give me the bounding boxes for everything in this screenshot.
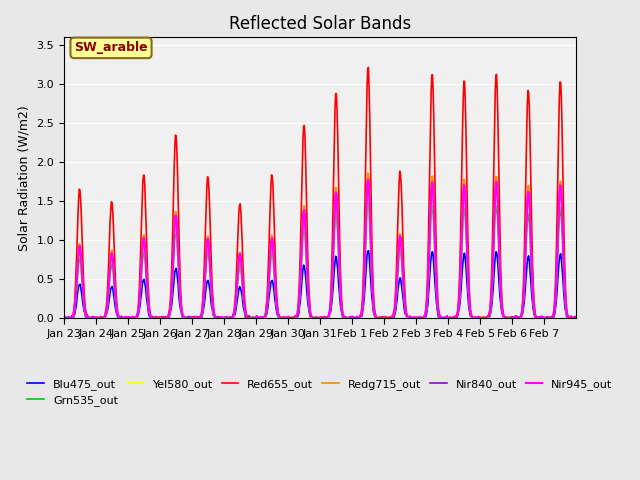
- Yel580_out: [374, 314, 381, 320]
- Yel580_out: [121, 315, 129, 321]
- Nir840_out: [259, 315, 267, 321]
- Line: Nir945_out: Nir945_out: [64, 180, 576, 318]
- Redg715_out: [121, 314, 129, 320]
- Blu475_out: [61, 315, 68, 321]
- Nir840_out: [120, 315, 128, 321]
- Line: Blu475_out: Blu475_out: [64, 251, 576, 318]
- Red655_out: [241, 289, 248, 295]
- Yel580_out: [572, 315, 580, 321]
- Nir840_out: [572, 315, 580, 321]
- Nir840_out: [214, 315, 222, 321]
- Nir945_out: [121, 314, 129, 320]
- Nir945_out: [241, 301, 248, 307]
- Line: Grn535_out: Grn535_out: [64, 203, 576, 318]
- Yel580_out: [60, 315, 68, 321]
- Redg715_out: [60, 315, 68, 321]
- Line: Nir840_out: Nir840_out: [64, 181, 576, 318]
- Grn535_out: [572, 315, 580, 321]
- Nir945_out: [374, 315, 381, 321]
- Red655_out: [61, 315, 69, 321]
- Yel580_out: [365, 186, 372, 192]
- Yel580_out: [215, 315, 223, 321]
- Grn535_out: [403, 313, 410, 319]
- Line: Red655_out: Red655_out: [64, 67, 576, 318]
- Grn535_out: [215, 315, 223, 321]
- Red655_out: [403, 310, 410, 316]
- Nir840_out: [373, 315, 381, 321]
- Redg715_out: [215, 315, 223, 321]
- Redg715_out: [241, 300, 248, 305]
- Grn535_out: [60, 315, 68, 321]
- Line: Redg715_out: Redg715_out: [64, 173, 576, 318]
- Yel580_out: [62, 315, 70, 321]
- Yel580_out: [260, 315, 268, 321]
- Yel580_out: [241, 302, 248, 308]
- Legend: Blu475_out, Grn535_out, Yel580_out, Red655_out, Redg715_out, Nir840_out, Nir945_: Blu475_out, Grn535_out, Yel580_out, Red6…: [23, 374, 617, 410]
- Grn535_out: [121, 315, 129, 321]
- Redg715_out: [61, 315, 68, 321]
- Red655_out: [374, 315, 381, 321]
- Line: Yel580_out: Yel580_out: [64, 189, 576, 318]
- Nir945_out: [61, 315, 68, 321]
- Red655_out: [365, 64, 372, 70]
- Redg715_out: [364, 170, 372, 176]
- Nir945_out: [364, 177, 372, 183]
- Red655_out: [215, 315, 223, 321]
- Nir945_out: [215, 315, 223, 321]
- Red655_out: [121, 315, 129, 321]
- Red655_out: [572, 315, 580, 321]
- Red655_out: [260, 315, 268, 321]
- Title: Reflected Solar Bands: Reflected Solar Bands: [229, 15, 411, 33]
- Y-axis label: Solar Radiation (W/m2): Solar Radiation (W/m2): [18, 105, 31, 251]
- Nir945_out: [60, 315, 68, 321]
- Grn535_out: [260, 315, 268, 321]
- Blu475_out: [260, 314, 268, 320]
- Redg715_out: [374, 315, 381, 321]
- Nir945_out: [403, 312, 410, 318]
- Grn535_out: [364, 200, 372, 205]
- Nir945_out: [572, 315, 580, 321]
- Blu475_out: [403, 314, 410, 320]
- Redg715_out: [260, 315, 268, 321]
- Blu475_out: [60, 315, 68, 321]
- Blu475_out: [374, 315, 381, 321]
- Grn535_out: [61, 315, 68, 321]
- Yel580_out: [403, 313, 410, 319]
- Nir945_out: [260, 315, 268, 321]
- Red655_out: [60, 315, 68, 321]
- Grn535_out: [374, 315, 381, 321]
- Blu475_out: [365, 248, 372, 253]
- Grn535_out: [241, 302, 248, 308]
- Nir840_out: [402, 309, 410, 315]
- Text: SW_arable: SW_arable: [74, 41, 148, 54]
- Redg715_out: [403, 313, 410, 319]
- Blu475_out: [215, 315, 223, 321]
- Nir840_out: [240, 294, 248, 300]
- Blu475_out: [572, 315, 580, 321]
- Blu475_out: [241, 308, 248, 313]
- Nir840_out: [364, 179, 372, 184]
- Nir840_out: [60, 315, 68, 321]
- Blu475_out: [121, 315, 129, 321]
- Redg715_out: [572, 315, 580, 321]
